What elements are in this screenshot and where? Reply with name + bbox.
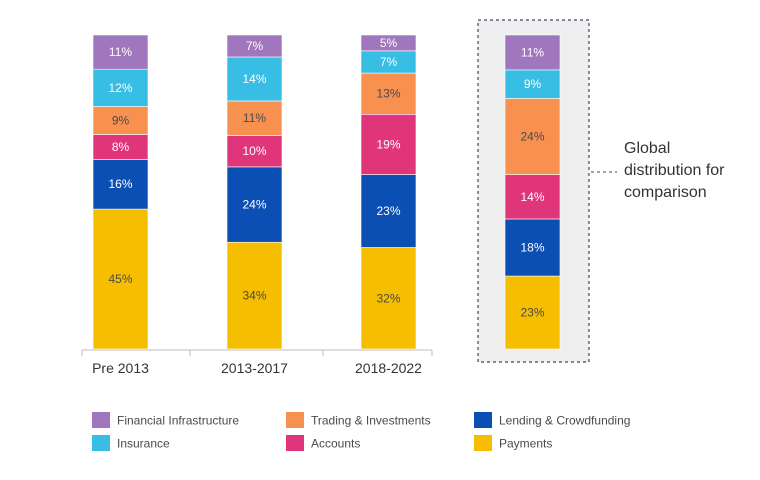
bar-segment-payments [504, 275, 561, 350]
bar-segment-payments [360, 247, 417, 350]
legend-item-lending-and-crowdfunding: Lending & Crowdfunding [474, 412, 630, 428]
bar-segment-financial-infrastructure [360, 34, 417, 52]
bar-segment-payments [226, 241, 283, 350]
x-axis-ticks [81, 350, 433, 356]
bar-segment-trading-and-investments [360, 72, 417, 115]
category-label: Pre 2013 [92, 360, 149, 376]
legend-label: Accounts [311, 437, 360, 451]
bars-layer: 45% 16% 8% 9% 12% 11% 34% 24% 10% 11% 14% 7% 32% 23% 1… [92, 34, 561, 350]
bar-segment-financial-infrastructure [504, 34, 561, 71]
bar-segment-insurance [92, 68, 149, 107]
bar-segment-lending-and-crowdfunding [504, 218, 561, 277]
bar-segment-accounts [360, 113, 417, 175]
bar-segment-financial-infrastructure [92, 34, 149, 70]
legend-swatch [474, 412, 492, 428]
data-label: 18% [520, 241, 544, 255]
data-label: 32% [376, 291, 400, 305]
category-labels: Pre 2013 2013-2017 2018-2022 [92, 360, 422, 376]
legend-swatch [92, 435, 110, 451]
data-label: 13% [376, 87, 400, 101]
bar-segment-lending-and-crowdfunding [360, 174, 417, 248]
data-label: 7% [380, 55, 398, 69]
data-label: 23% [520, 306, 544, 320]
data-label: 9% [112, 114, 130, 128]
bar-stack-2018-2022: 32% 23% 19% 13% 7% 5% [360, 34, 417, 350]
legend-item-accounts: Accounts [286, 435, 360, 451]
data-label: 19% [376, 137, 400, 151]
legend-swatch [474, 435, 492, 451]
bar-segment-trading-and-investments [92, 106, 149, 135]
data-label: 11% [243, 111, 266, 125]
legend-item-payments: Payments [474, 435, 552, 451]
data-label: 14% [520, 190, 544, 204]
bar-stack-2013-2017: 34% 24% 10% 11% 14% 7% [226, 34, 283, 350]
comparison-annotation: Global distribution for comparison [591, 140, 725, 201]
legend-label: Insurance [117, 437, 170, 451]
legend-swatch [286, 435, 304, 451]
legend-label: Financial Infrastructure [117, 414, 239, 428]
data-label: 16% [108, 177, 132, 191]
legend-label: Payments [499, 437, 552, 451]
bar-segment-payments [92, 208, 149, 350]
data-label: 34% [242, 289, 266, 303]
data-label: 24% [520, 129, 544, 143]
data-label: 12% [108, 81, 132, 95]
bar-segment-lending-and-crowdfunding [226, 166, 283, 243]
bar-segment-accounts [226, 135, 283, 168]
bar-segment-insurance [226, 56, 283, 102]
legend-swatch [286, 412, 304, 428]
bar-segment-accounts [92, 134, 149, 160]
annotation-text: Global distribution for comparison [624, 140, 725, 201]
data-label: 11% [109, 45, 132, 59]
data-label: 8% [112, 140, 130, 154]
legend-swatch [92, 412, 110, 428]
data-label: 5% [380, 36, 398, 50]
legend-item-insurance: Insurance [92, 435, 170, 451]
legend-label: Lending & Crowdfunding [499, 414, 630, 428]
bar-segment-trading-and-investments [504, 98, 561, 175]
data-label: 11% [521, 45, 544, 59]
legend-label: Trading & Investments [311, 414, 431, 428]
category-label: 2018-2022 [355, 360, 422, 376]
data-label: 14% [242, 72, 266, 86]
bar-stack-global-comparison: 23% 18% 14% 24% 9% 11% [504, 34, 561, 350]
data-label: 24% [242, 198, 266, 212]
bar-segment-financial-infrastructure [226, 34, 283, 58]
bar-segment-trading-and-investments [226, 100, 283, 136]
data-label: 10% [242, 144, 266, 158]
category-label: 2013-2017 [221, 360, 288, 376]
data-label: 7% [246, 39, 264, 53]
legend: Financial Infrastructure Trading & Invest… [92, 412, 630, 451]
data-label: 9% [524, 77, 542, 91]
bar-stack-pre-2013: 45% 16% 8% 9% 12% 11% [92, 34, 149, 350]
data-label: 23% [376, 204, 400, 218]
bar-segment-insurance [504, 69, 561, 99]
bar-segment-accounts [504, 174, 561, 220]
legend-item-financial-infrastructure: Financial Infrastructure [92, 412, 239, 428]
legend-item-trading-and-investments: Trading & Investments [286, 412, 431, 428]
data-label: 45% [108, 272, 132, 286]
